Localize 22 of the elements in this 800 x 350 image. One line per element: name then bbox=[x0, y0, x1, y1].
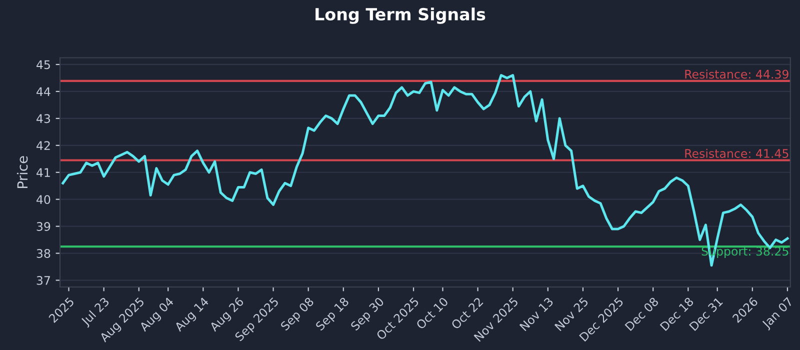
y-tick-label: 39 bbox=[36, 222, 50, 231]
x-tick-label: Nov 13 bbox=[519, 296, 554, 332]
x-tick-label: Aug 14 bbox=[174, 296, 211, 334]
x-tick-label: Dec 08 bbox=[624, 296, 659, 332]
y-tick-label: 44 bbox=[36, 87, 50, 96]
y-tick-label: 38 bbox=[36, 249, 50, 258]
x-tick-label: Jul 23 bbox=[80, 296, 112, 328]
y-tick-label: 43 bbox=[36, 114, 50, 124]
y-tick-label: 41 bbox=[36, 168, 50, 177]
ref-line-label: Resistance: 41.45 bbox=[685, 148, 788, 158]
y-tick-label: 40 bbox=[36, 195, 50, 204]
chart-title: Long Term Signals bbox=[316, 8, 486, 24]
y-tick-label: 45 bbox=[36, 60, 50, 70]
x-tick-label: Jan 07 bbox=[761, 296, 795, 331]
x-tick-label: Oct 22 bbox=[450, 297, 484, 330]
y-tick-label: 37 bbox=[36, 276, 50, 285]
x-tick-label: Sep 08 bbox=[280, 296, 316, 333]
y-tick-label: 42 bbox=[36, 141, 50, 150]
ref-line-label: Resistance: 44.39 bbox=[685, 70, 788, 79]
x-tick-label: Sep 18 bbox=[315, 296, 351, 333]
x-tick-label: Nov 25 bbox=[554, 296, 589, 332]
y-axis-title: Price bbox=[16, 156, 28, 188]
